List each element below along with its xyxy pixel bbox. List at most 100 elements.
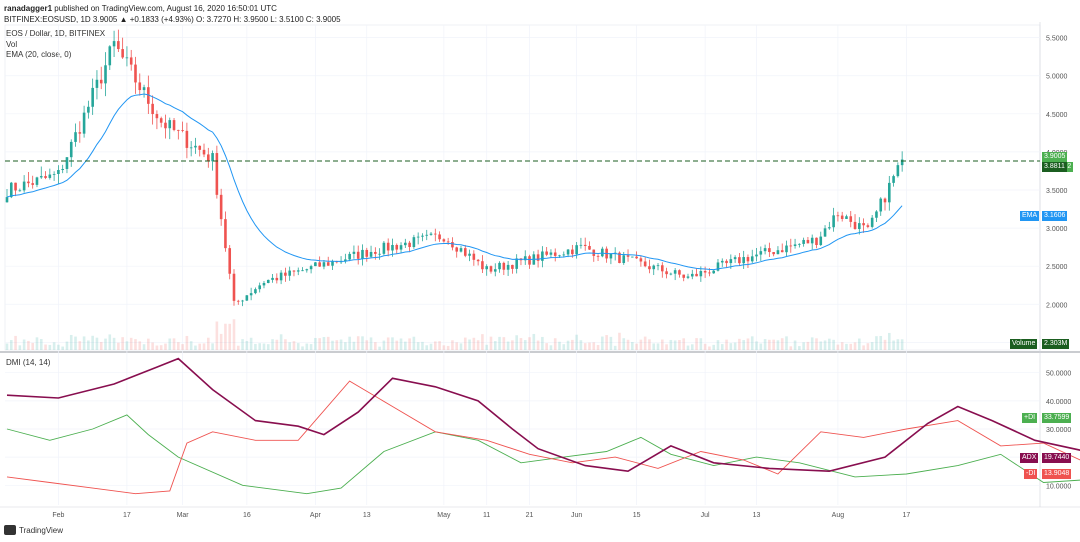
candle-body <box>862 223 865 226</box>
volume-bar <box>254 343 257 350</box>
volume-bar <box>870 342 874 350</box>
candle-body <box>352 251 356 254</box>
candle-body <box>639 258 643 262</box>
volume-bar <box>69 334 73 350</box>
volume-name-tag: Volume <box>1010 339 1038 349</box>
volume-bar <box>553 338 557 350</box>
volume-bar <box>511 340 514 350</box>
volume-bar <box>288 342 291 350</box>
plus-di-name-tag: +DI <box>1022 412 1038 423</box>
candle-body <box>840 215 844 219</box>
candle-body <box>236 300 240 302</box>
candle-body <box>643 261 647 267</box>
candle-body <box>545 251 548 255</box>
candle-body <box>476 259 480 262</box>
volume-bar <box>815 338 818 350</box>
axes: 5.50005.00004.50004.00003.50003.00002.50… <box>52 36 1071 519</box>
candle-body <box>442 239 446 242</box>
volume-bar <box>472 337 476 350</box>
volume-bar <box>322 337 326 350</box>
volume-bar <box>583 343 587 350</box>
volume-bar <box>631 341 634 350</box>
candle-body <box>583 244 587 246</box>
candle-body <box>95 79 99 88</box>
volume-bar <box>185 335 189 350</box>
volume-bar <box>755 341 758 350</box>
candle-body <box>438 234 441 240</box>
volume-bar <box>314 337 317 350</box>
volume-bar <box>896 339 900 350</box>
time-tick-label: 17 <box>123 512 131 519</box>
symbol-title[interactable]: EOS / Dollar, 1D, BITFINEX <box>6 29 106 38</box>
volume-bar <box>78 341 82 350</box>
candle-body <box>815 237 818 246</box>
volume-bar <box>412 336 416 350</box>
volume-bar <box>245 340 249 350</box>
price-tick-label: 4.5000 <box>1046 112 1068 119</box>
candle-body <box>228 248 232 274</box>
candle-body <box>468 253 471 256</box>
candle-body <box>326 262 330 266</box>
candle-body <box>395 244 399 250</box>
candle-body <box>412 237 416 248</box>
volume-bar <box>121 337 124 350</box>
candle-body <box>870 217 874 227</box>
candle-body <box>498 262 501 270</box>
volume-bar <box>665 344 668 350</box>
volume-bar <box>613 345 617 350</box>
volume-bar <box>656 343 660 350</box>
candle-body <box>314 262 317 267</box>
volume-bar <box>211 343 214 350</box>
volume-bar <box>181 344 184 350</box>
candle-body <box>489 266 493 272</box>
candle-body <box>798 243 801 245</box>
candle-body <box>266 279 270 283</box>
candle-body <box>232 273 236 301</box>
candle-body <box>309 266 313 270</box>
candle-body <box>378 253 381 255</box>
candle-body <box>275 277 279 281</box>
minus-di-line <box>6 380 1080 495</box>
price-legend: EOS / Dollar, 1D, BITFINEX Vol EMA (20, … <box>6 29 105 61</box>
volume-bar <box>558 341 561 350</box>
time-tick-label: Jul <box>701 512 710 519</box>
candle-body <box>725 260 728 264</box>
candle-body <box>215 153 219 195</box>
dmi-legend[interactable]: DMI (14, 14) <box>6 358 51 367</box>
candle-body <box>738 257 741 264</box>
candle-body <box>553 252 557 256</box>
candle-body <box>69 141 73 158</box>
candle-body <box>129 57 133 65</box>
volume-bar <box>296 343 300 350</box>
candles <box>5 29 904 307</box>
volume-bar <box>258 343 261 350</box>
candle-body <box>832 215 835 228</box>
volume-bar <box>87 340 90 350</box>
plus-di-value-tag: 33.7599 <box>1042 412 1072 423</box>
candle-body <box>164 122 167 129</box>
candle-body <box>686 276 690 278</box>
candle-body <box>27 181 30 184</box>
volume-bar <box>9 340 13 350</box>
volume-bar <box>618 332 621 350</box>
volume-bar <box>429 343 433 350</box>
candle-body <box>99 79 103 84</box>
ema-legend[interactable]: EMA (20, close, 0) <box>6 50 72 59</box>
candle-body <box>425 234 429 236</box>
candle-body <box>348 253 351 260</box>
vol-legend[interactable]: Vol <box>6 39 18 49</box>
candle-body <box>292 270 296 272</box>
tradingview-logo-icon[interactable] <box>4 525 16 535</box>
volume-bar <box>481 334 484 350</box>
candle-body <box>733 257 737 260</box>
minus-di-value-tag: 13.9048 <box>1042 469 1072 480</box>
candle-body <box>746 257 750 262</box>
candle-body <box>780 250 784 253</box>
author-name[interactable]: ranadagger1 <box>4 4 53 13</box>
volume-bar <box>720 344 724 350</box>
candle-body <box>61 168 64 170</box>
candle-body <box>112 41 116 47</box>
volume-bar <box>5 343 9 350</box>
dmi-tick-label: 40.0000 <box>1046 399 1071 406</box>
